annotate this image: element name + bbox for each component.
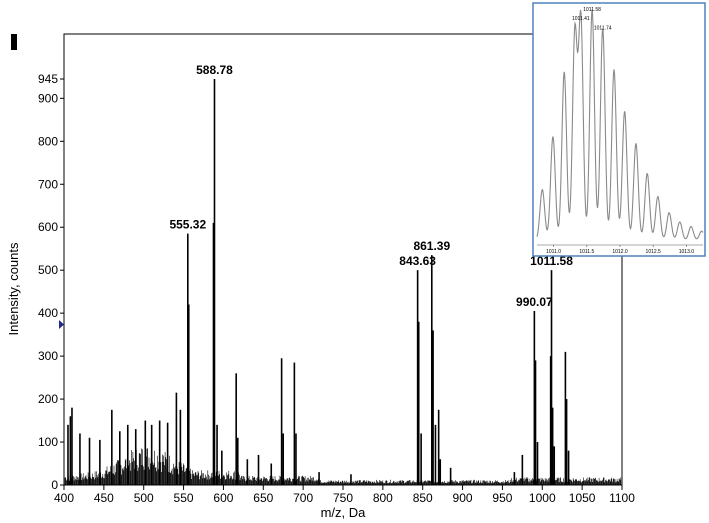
inset-tick-label: 1013.0 bbox=[679, 249, 695, 255]
peak-label: 990.07 bbox=[516, 295, 553, 309]
y-tick-label: 800 bbox=[38, 134, 58, 148]
spectrum-peaks bbox=[67, 79, 570, 485]
x-axis-ticks: 400 450 500 550 600 650 700 750 800 850 900 950 1000… bbox=[54, 485, 635, 505]
y-tick-label: 900 bbox=[38, 91, 58, 105]
y-axis-marker-icon bbox=[59, 320, 64, 329]
y-tick-label: 200 bbox=[38, 392, 58, 406]
x-tick-label: 700 bbox=[293, 491, 313, 505]
inset-peak-label: 1011.74 bbox=[594, 25, 612, 31]
inset-tick-label: 1012.0 bbox=[612, 249, 628, 255]
peak-label: 588.78 bbox=[196, 63, 233, 77]
x-tick-label: 1000 bbox=[529, 491, 556, 505]
inset-tick-label: 1012.5 bbox=[646, 249, 662, 255]
y-axis-title: Intensity, counts bbox=[6, 242, 21, 335]
peak-label: 1011.58 bbox=[530, 254, 573, 268]
inset-isotope-curve bbox=[536, 9, 704, 240]
inset-x-ticks: 1011.0 1011.5 1012.0 1012.5 1013.0 bbox=[546, 245, 694, 255]
isotope-inset: 1011.0 1011.5 1012.0 1012.5 1013.0 1011.4110… bbox=[532, 2, 706, 257]
y-tick-label: 500 bbox=[38, 263, 58, 277]
x-tick-label: 950 bbox=[492, 491, 512, 505]
inset-peak-label: 1011.58 bbox=[583, 7, 601, 13]
x-axis-title: m/z, Da bbox=[321, 505, 367, 520]
inset-peak-label: 1011.41 bbox=[572, 16, 590, 22]
peak-label: 843.63 bbox=[399, 254, 436, 268]
y-tick-label: 700 bbox=[38, 177, 58, 191]
y-tick-label: 100 bbox=[38, 435, 58, 449]
y-tick-label: 600 bbox=[38, 220, 58, 234]
peak-label: 555.32 bbox=[169, 218, 206, 232]
peak-label: 861.39 bbox=[413, 239, 450, 253]
x-tick-label: 500 bbox=[134, 491, 154, 505]
y-axis-ticks: 0 100 200 300 400 500 600 700 800 900 945 bbox=[38, 72, 64, 492]
x-tick-label: 900 bbox=[453, 491, 473, 505]
corner-marker bbox=[11, 34, 17, 50]
x-tick-label: 650 bbox=[253, 491, 273, 505]
x-tick-label: 800 bbox=[373, 491, 393, 505]
inset-tick-label: 1011.0 bbox=[546, 249, 561, 255]
inset-tick-label: 1011.5 bbox=[579, 249, 594, 255]
x-tick-label: 750 bbox=[333, 491, 353, 505]
x-tick-label: 1100 bbox=[609, 491, 635, 505]
y-tick-label: 945 bbox=[38, 72, 58, 86]
inset-peak-labels: 1011.41 1011.58 1011.74 bbox=[572, 7, 612, 31]
x-tick-label: 850 bbox=[413, 491, 433, 505]
x-tick-label: 550 bbox=[174, 491, 194, 505]
y-tick-label: 0 bbox=[51, 478, 58, 492]
y-tick-label: 300 bbox=[38, 349, 58, 363]
x-tick-label: 1050 bbox=[569, 491, 596, 505]
x-tick-label: 400 bbox=[54, 491, 74, 505]
y-tick-label: 400 bbox=[38, 306, 58, 320]
x-tick-label: 600 bbox=[213, 491, 233, 505]
x-tick-label: 450 bbox=[94, 491, 114, 505]
